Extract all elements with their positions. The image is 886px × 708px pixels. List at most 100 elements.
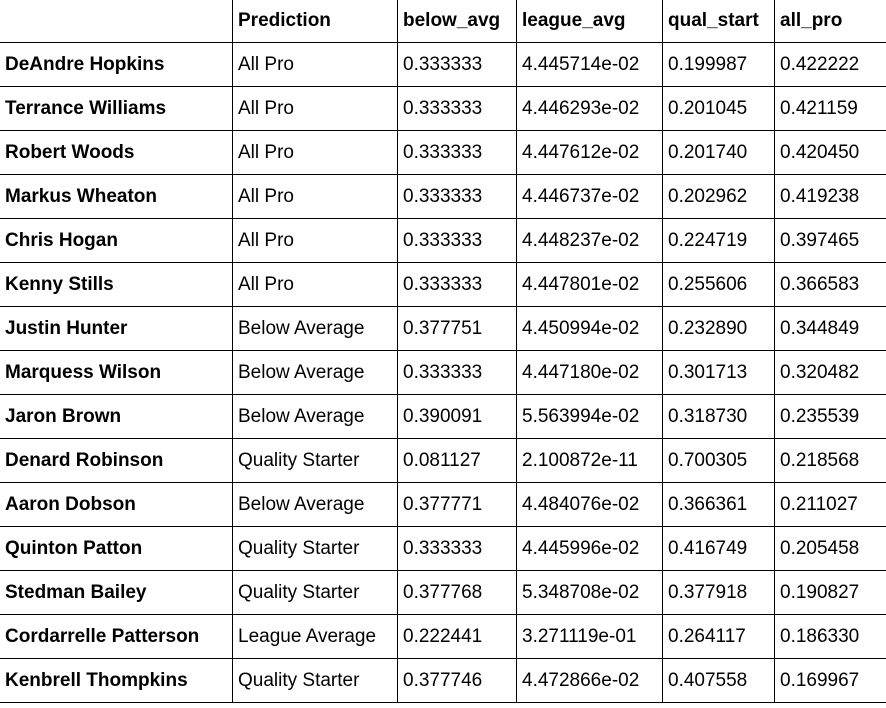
prediction-cell: All Pro [232, 174, 398, 219]
below-avg-value-cell: 0.333333 [397, 130, 517, 175]
player-name-cell: Cordarrelle Patterson [0, 614, 233, 659]
prediction-cell: Quality Starter [232, 658, 398, 703]
all-pro-value-cell: 0.422222 [774, 42, 886, 87]
prediction-cell: All Pro [232, 86, 398, 131]
header-row: Prediction below_avg league_avg qual_sta… [0, 0, 886, 43]
player-name-cell: Chris Hogan [0, 218, 233, 263]
prediction-cell: All Pro [232, 262, 398, 307]
below-avg-value-cell: 0.377768 [397, 570, 517, 615]
header-all-pro: all_pro [774, 0, 886, 43]
player-name-cell: DeAndre Hopkins [0, 42, 233, 87]
player-name-cell: Kenbrell Thompkins [0, 658, 233, 703]
qual-start-value-cell: 0.416749 [662, 526, 775, 571]
below-avg-value-cell: 0.333333 [397, 218, 517, 263]
qual-start-value-cell: 0.377918 [662, 570, 775, 615]
table-row: Robert Woods All Pro 0.333333 4.447612e-02 0… [0, 130, 886, 175]
table-row: Markus Wheaton All Pro 0.333333 4.446737e-0… [0, 174, 886, 219]
table-row: DeAndre Hopkins All Pro 0.333333 4.445714e-… [0, 42, 886, 87]
below-avg-value-cell: 0.333333 [397, 42, 517, 87]
qual-start-value-cell: 0.264117 [662, 614, 775, 659]
qual-start-value-cell: 0.407558 [662, 658, 775, 703]
table-row: Justin Hunter Below Average 0.377751 4.4509… [0, 306, 886, 351]
header-index [0, 0, 233, 43]
all-pro-value-cell: 0.205458 [774, 526, 886, 571]
all-pro-value-cell: 0.218568 [774, 438, 886, 483]
prediction-cell: Below Average [232, 394, 398, 439]
player-name-cell: Denard Robinson [0, 438, 233, 483]
all-pro-value-cell: 0.419238 [774, 174, 886, 219]
player-name-cell: Justin Hunter [0, 306, 233, 351]
league-avg-value-cell: 4.484076e-02 [516, 482, 663, 527]
player-name-cell: Quinton Patton [0, 526, 233, 571]
league-avg-value-cell: 2.100872e-11 [516, 438, 663, 483]
league-avg-value-cell: 4.445714e-02 [516, 42, 663, 87]
table-row: Terrance Williams All Pro 0.333333 4.446293… [0, 86, 886, 131]
league-avg-value-cell: 4.446737e-02 [516, 174, 663, 219]
league-avg-value-cell: 5.348708e-02 [516, 570, 663, 615]
prediction-cell: Quality Starter [232, 526, 398, 571]
league-avg-value-cell: 4.447612e-02 [516, 130, 663, 175]
qual-start-value-cell: 0.199987 [662, 42, 775, 87]
table-row: Aaron Dobson Below Average 0.377771 4.48407… [0, 482, 886, 527]
header-below-avg: below_avg [397, 0, 517, 43]
league-avg-value-cell: 4.446293e-02 [516, 86, 663, 131]
table-row: Kenny Stills All Pro 0.333333 4.447801e-02 0… [0, 262, 886, 307]
league-avg-value-cell: 5.563994e-02 [516, 394, 663, 439]
league-avg-value-cell: 4.447180e-02 [516, 350, 663, 395]
table-row: Stedman Bailey Quality Starter 0.377768 5.3… [0, 570, 886, 615]
league-avg-value-cell: 4.472866e-02 [516, 658, 663, 703]
table-row: Jaron Brown Below Average 0.390091 5.563994… [0, 394, 886, 439]
table-header: Prediction below_avg league_avg qual_sta… [0, 0, 886, 43]
qual-start-value-cell: 0.318730 [662, 394, 775, 439]
player-name-cell: Jaron Brown [0, 394, 233, 439]
prediction-cell: All Pro [232, 42, 398, 87]
qual-start-value-cell: 0.224719 [662, 218, 775, 263]
league-avg-value-cell: 4.450994e-02 [516, 306, 663, 351]
all-pro-value-cell: 0.420450 [774, 130, 886, 175]
table-row: Chris Hogan All Pro 0.333333 4.448237e-02 0.… [0, 218, 886, 263]
table-row: Kenbrell Thompkins Quality Starter 0.37774… [0, 658, 886, 703]
below-avg-value-cell: 0.333333 [397, 526, 517, 571]
all-pro-value-cell: 0.235539 [774, 394, 886, 439]
qual-start-value-cell: 0.700305 [662, 438, 775, 483]
qual-start-value-cell: 0.232890 [662, 306, 775, 351]
header-prediction: Prediction [232, 0, 398, 43]
qual-start-value-cell: 0.201740 [662, 130, 775, 175]
player-name-cell: Terrance Williams [0, 86, 233, 131]
all-pro-value-cell: 0.211027 [774, 482, 886, 527]
below-avg-value-cell: 0.081127 [397, 438, 517, 483]
below-avg-value-cell: 0.333333 [397, 174, 517, 219]
table-row: Quinton Patton Quality Starter 0.333333 4.4… [0, 526, 886, 571]
prediction-cell: All Pro [232, 218, 398, 263]
player-name-cell: Robert Woods [0, 130, 233, 175]
all-pro-value-cell: 0.320482 [774, 350, 886, 395]
below-avg-value-cell: 0.333333 [397, 350, 517, 395]
below-avg-value-cell: 0.222441 [397, 614, 517, 659]
table-row: Denard Robinson Quality Starter 0.081127 2.… [0, 438, 886, 483]
qual-start-value-cell: 0.201045 [662, 86, 775, 131]
all-pro-value-cell: 0.186330 [774, 614, 886, 659]
qual-start-value-cell: 0.366361 [662, 482, 775, 527]
qual-start-value-cell: 0.255606 [662, 262, 775, 307]
league-avg-value-cell: 4.445996e-02 [516, 526, 663, 571]
prediction-cell: Quality Starter [232, 438, 398, 483]
below-avg-value-cell: 0.390091 [397, 394, 517, 439]
below-avg-value-cell: 0.333333 [397, 86, 517, 131]
league-avg-value-cell: 4.448237e-02 [516, 218, 663, 263]
player-name-cell: Kenny Stills [0, 262, 233, 307]
below-avg-value-cell: 0.377746 [397, 658, 517, 703]
prediction-cell: Below Average [232, 350, 398, 395]
header-qual-start: qual_start [662, 0, 775, 43]
league-avg-value-cell: 3.271119e-01 [516, 614, 663, 659]
player-name-cell: Marquess Wilson [0, 350, 233, 395]
prediction-cell: Quality Starter [232, 570, 398, 615]
below-avg-value-cell: 0.333333 [397, 262, 517, 307]
table-body: DeAndre Hopkins All Pro 0.333333 4.445714e-… [0, 42, 886, 703]
qual-start-value-cell: 0.301713 [662, 350, 775, 395]
player-name-cell: Stedman Bailey [0, 570, 233, 615]
prediction-cell: Below Average [232, 306, 398, 351]
prediction-cell: Below Average [232, 482, 398, 527]
table-row: Cordarrelle Patterson League Average 0.222… [0, 614, 886, 659]
qual-start-value-cell: 0.202962 [662, 174, 775, 219]
